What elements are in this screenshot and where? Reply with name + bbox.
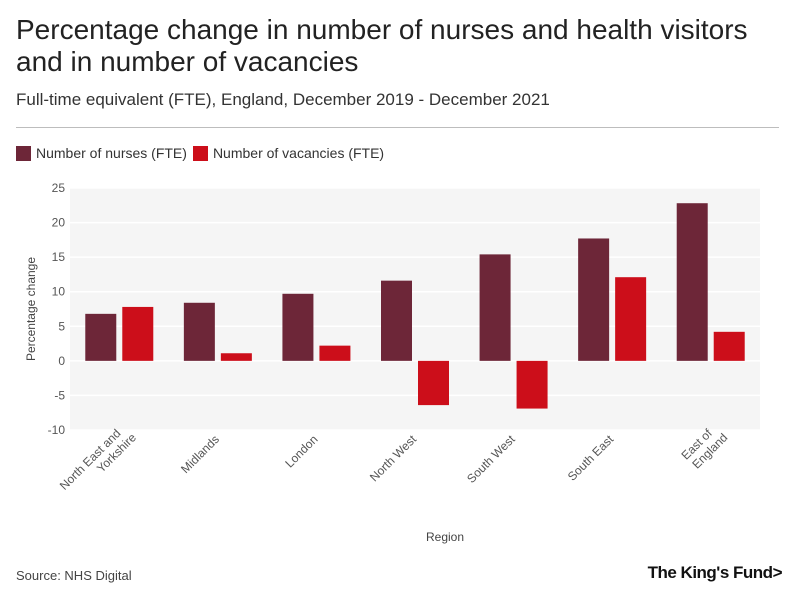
x-tick-label: North East andYorkshire [57, 420, 139, 502]
source-note: Source: NHS Digital [16, 568, 132, 583]
bar-nurses [85, 313, 117, 361]
x-tick-label: South West [464, 432, 518, 486]
bar-nurses [479, 254, 511, 361]
title-divider [16, 127, 779, 128]
bar-vacancies [516, 360, 548, 409]
bar-nurses [183, 302, 215, 361]
bar-vacancies [220, 353, 252, 361]
legend-label-nurses: Number of nurses (FTE) [36, 145, 187, 161]
bar-vacancies [319, 345, 351, 361]
bar-nurses [578, 238, 610, 361]
x-tick-label: North West [367, 432, 420, 485]
legend-label-vacancies: Number of vacancies (FTE) [212, 145, 385, 161]
legend-item-nurses: Number of nurses (FTE) [16, 145, 187, 161]
y-tick-label: 5 [58, 319, 65, 333]
y-tick-label: 20 [52, 216, 66, 230]
chart-title: Percentage change in number of nurses an… [16, 14, 748, 77]
y-axis-label: Percentage change [24, 257, 38, 361]
y-tick-label: 25 [52, 181, 66, 195]
bar-vacancies [418, 360, 449, 406]
legend-swatch-nurses [16, 145, 31, 161]
y-tick-label: 15 [52, 250, 66, 264]
y-tick-label: -5 [54, 388, 65, 402]
chart-subtitle: Full-time equivalent (FTE), England, Dec… [16, 90, 550, 109]
x-tick-label: South East [565, 432, 617, 484]
x-tick-label: London [282, 432, 320, 470]
bar-nurses [381, 280, 412, 361]
bar-vacancies [122, 306, 154, 361]
y-tick-label: -10 [48, 423, 66, 437]
bar-vacancies [713, 331, 745, 361]
kings-fund-logo: The King's Fund> [647, 563, 783, 582]
bar-nurses [676, 203, 708, 361]
x-tick-label: Midlands [178, 432, 222, 476]
y-tick-label: 0 [58, 354, 65, 368]
y-tick-label: 10 [52, 285, 66, 299]
legend-item-vacancies: Number of vacancies (FTE) [192, 145, 385, 161]
plot-background [70, 188, 760, 430]
bar-vacancies [615, 277, 647, 361]
legend: Number of nurses (FTE) Number of vacanci… [16, 145, 390, 161]
x-axis-label: Region [426, 530, 464, 544]
legend-swatch-vacancies [192, 145, 208, 161]
bar-nurses [282, 293, 314, 361]
